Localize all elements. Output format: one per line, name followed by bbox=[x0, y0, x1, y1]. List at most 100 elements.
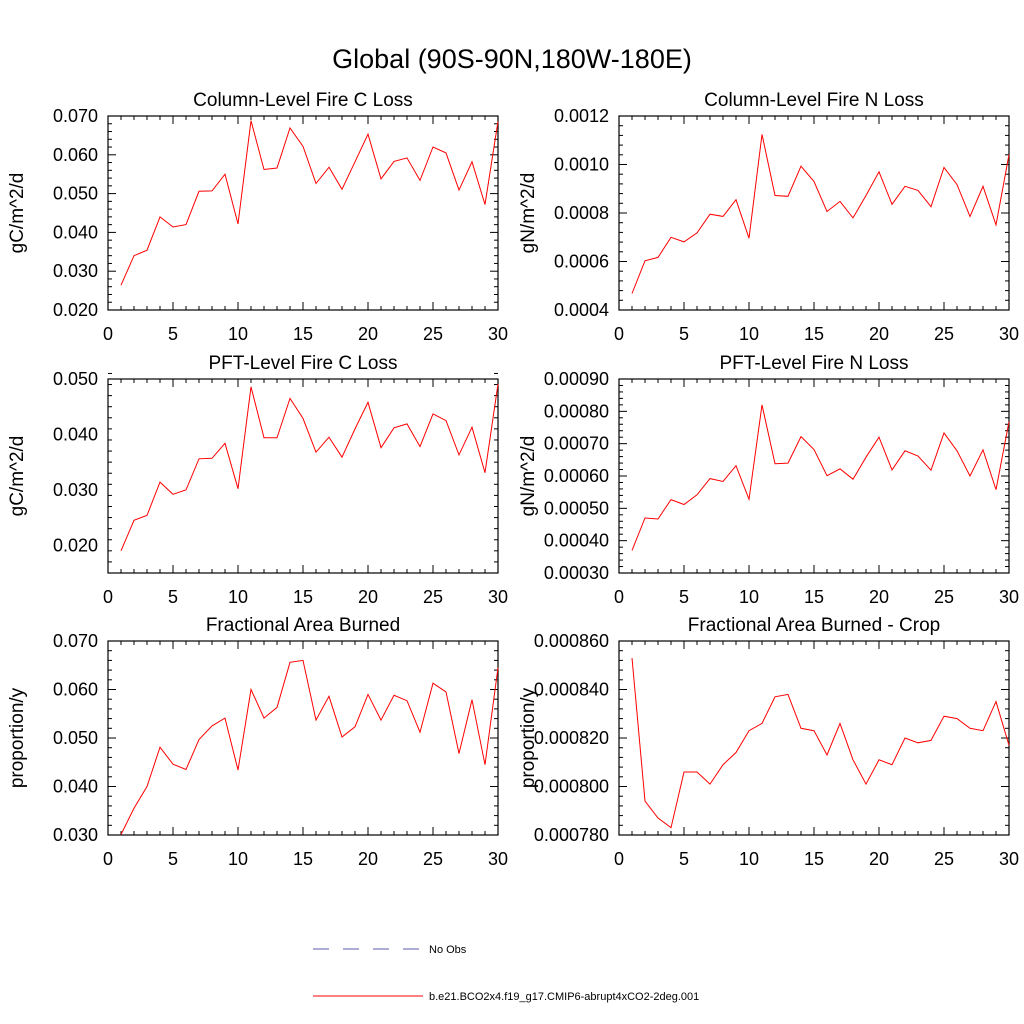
series-line bbox=[120, 659, 499, 835]
y-tick-label: 0.020 bbox=[53, 300, 98, 320]
y-tick-label: 0.0008 bbox=[554, 203, 609, 223]
y-axis-label: proportion/y bbox=[518, 687, 539, 788]
y-tick-label: 0.00030 bbox=[544, 563, 609, 583]
y-tick-label: 0.0010 bbox=[554, 155, 609, 175]
y-tick-label: 0.000840 bbox=[534, 680, 609, 700]
chart-panel-4: PFT-Level Fire N Loss gN/m^2/d 0 5 10 15 20 25 3… bbox=[518, 353, 1019, 607]
chart-panel-6: Fractional Area Burned - Crop proportion/… bbox=[518, 615, 1019, 869]
y-tick-label: 0.020 bbox=[53, 535, 98, 555]
chart-panel-1: Column-Level Fire C Loss gC/m^2/d 0 5 10 15 20… bbox=[7, 90, 508, 344]
x-tick-label: 20 bbox=[869, 324, 889, 344]
y-tick-label: 0.050 bbox=[53, 369, 98, 389]
y-tick-label: 0.040 bbox=[53, 222, 98, 242]
y-tick-label: 0.0012 bbox=[554, 106, 609, 126]
x-tick-label: 5 bbox=[679, 849, 689, 869]
x-tick-label: 15 bbox=[293, 324, 313, 344]
y-tick-label: 0.00050 bbox=[544, 498, 609, 518]
y-axis-label: gC/m^2/d bbox=[7, 436, 28, 517]
x-tick-label: 10 bbox=[739, 849, 759, 869]
x-tick-label: 30 bbox=[999, 587, 1019, 607]
chart-title: PFT-Level Fire C Loss bbox=[209, 353, 398, 374]
x-tick-label: 0 bbox=[103, 849, 113, 869]
y-tick-label: 0.00070 bbox=[544, 434, 609, 454]
chart-panel-3: PFT-Level Fire C Loss gC/m^2/d 0 5 10 15 20 25 3… bbox=[7, 353, 508, 607]
y-tick-label: 0.030 bbox=[53, 825, 98, 845]
y-tick-label: 0.0006 bbox=[554, 252, 609, 272]
y-axis-label: gN/m^2/d bbox=[518, 173, 539, 254]
legend-item-no-obs: No Obs bbox=[313, 944, 467, 956]
x-tick-label: 25 bbox=[423, 324, 443, 344]
figure-title: Global (90S-90N,180W-180E) bbox=[332, 44, 692, 74]
x-tick-label: 30 bbox=[488, 324, 508, 344]
legend-label-no-obs: No Obs bbox=[429, 944, 467, 956]
series-line bbox=[631, 404, 1010, 551]
x-tick-label: 0 bbox=[614, 587, 624, 607]
x-tick-label: 5 bbox=[679, 587, 689, 607]
series-line bbox=[120, 120, 499, 286]
y-tick-label: 0.040 bbox=[53, 777, 98, 797]
y-tick-label: 0.030 bbox=[53, 261, 98, 281]
x-tick-label: 25 bbox=[423, 587, 443, 607]
chart-panel-5: Fractional Area Burned proportion/y 0 5 10 15… bbox=[7, 615, 508, 869]
x-tick-label: 15 bbox=[804, 587, 824, 607]
y-tick-label: 0.060 bbox=[53, 145, 98, 165]
x-tick-label: 25 bbox=[934, 324, 954, 344]
x-tick-label: 5 bbox=[168, 587, 178, 607]
x-tick-label: 10 bbox=[739, 324, 759, 344]
chart-title: PFT-Level Fire N Loss bbox=[720, 353, 909, 374]
x-tick-label: 10 bbox=[228, 849, 248, 869]
y-tick-label: 0.070 bbox=[53, 106, 98, 126]
x-tick-label: 25 bbox=[423, 849, 443, 869]
y-axis-label: gN/m^2/d bbox=[518, 436, 539, 517]
y-tick-label: 0.060 bbox=[53, 680, 98, 700]
chart-title: Column-Level Fire N Loss bbox=[704, 90, 924, 111]
x-tick-label: 0 bbox=[103, 587, 113, 607]
y-tick-label: 0.00080 bbox=[544, 401, 609, 421]
series-line bbox=[631, 134, 1010, 294]
chart-title: Column-Level Fire C Loss bbox=[193, 90, 413, 111]
x-tick-label: 25 bbox=[934, 587, 954, 607]
x-tick-label: 15 bbox=[804, 324, 824, 344]
series-line bbox=[120, 383, 499, 551]
x-tick-label: 20 bbox=[358, 849, 378, 869]
x-tick-label: 30 bbox=[488, 849, 508, 869]
y-tick-label: 0.000800 bbox=[534, 777, 609, 797]
y-tick-label: 0.030 bbox=[53, 480, 98, 500]
chart-title: Fractional Area Burned bbox=[206, 615, 400, 636]
x-tick-label: 0 bbox=[614, 849, 624, 869]
panel-grid: Column-Level Fire C Loss gC/m^2/d 0 5 10 15 20… bbox=[7, 90, 1019, 869]
x-tick-label: 10 bbox=[739, 587, 759, 607]
x-tick-label: 10 bbox=[228, 324, 248, 344]
y-axis-label: proportion/y bbox=[7, 687, 28, 788]
chart-panel-2: Column-Level Fire N Loss gN/m^2/d 0 5 10 15 20… bbox=[518, 90, 1019, 344]
x-tick-label: 5 bbox=[168, 324, 178, 344]
y-tick-label: 0.00090 bbox=[544, 369, 609, 389]
x-tick-label: 0 bbox=[103, 324, 113, 344]
legend-item-model-run: b.e21.BCO2x4.f19_g17.CMIP6-abrupt4xCO2-2… bbox=[313, 991, 699, 1003]
x-tick-label: 15 bbox=[293, 849, 313, 869]
y-tick-label: 0.0004 bbox=[554, 300, 609, 320]
x-tick-label: 30 bbox=[999, 849, 1019, 869]
x-tick-label: 5 bbox=[679, 324, 689, 344]
x-tick-label: 30 bbox=[488, 587, 508, 607]
y-tick-label: 0.000820 bbox=[534, 728, 609, 748]
x-tick-label: 20 bbox=[358, 587, 378, 607]
y-tick-label: 0.00060 bbox=[544, 466, 609, 486]
series-line bbox=[631, 657, 1010, 829]
x-tick-label: 15 bbox=[804, 849, 824, 869]
x-tick-label: 15 bbox=[293, 587, 313, 607]
x-tick-label: 5 bbox=[168, 849, 178, 869]
chart-title: Fractional Area Burned - Crop bbox=[688, 615, 940, 636]
y-tick-label: 0.040 bbox=[53, 424, 98, 444]
x-tick-label: 20 bbox=[358, 324, 378, 344]
y-tick-label: 0.050 bbox=[53, 184, 98, 204]
y-tick-label: 0.000860 bbox=[534, 631, 609, 651]
x-tick-label: 30 bbox=[999, 324, 1019, 344]
y-tick-label: 0.070 bbox=[53, 631, 98, 651]
x-tick-label: 20 bbox=[869, 587, 889, 607]
legend-label-model-run: b.e21.BCO2x4.f19_g17.CMIP6-abrupt4xCO2-2… bbox=[429, 991, 699, 1003]
x-tick-label: 10 bbox=[228, 587, 248, 607]
x-tick-label: 25 bbox=[934, 849, 954, 869]
